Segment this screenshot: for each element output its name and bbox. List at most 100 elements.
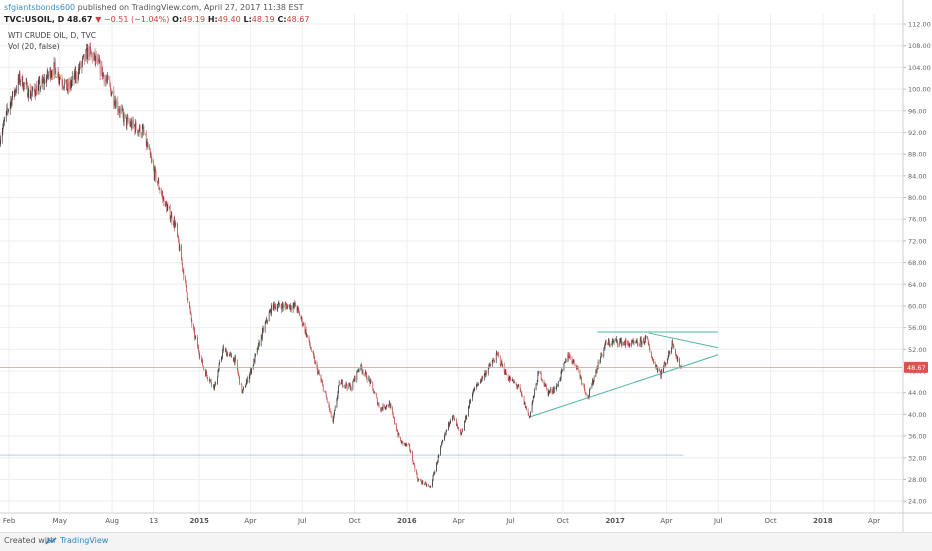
candle-body bbox=[310, 345, 311, 347]
candle-body bbox=[397, 431, 398, 432]
candle-body bbox=[143, 127, 144, 130]
candle-body bbox=[271, 305, 272, 314]
ohlc-high-value: 49.40 bbox=[218, 15, 241, 24]
candle-body bbox=[534, 390, 535, 396]
candle-body bbox=[145, 134, 146, 135]
candle-body bbox=[614, 341, 615, 342]
candle-body bbox=[441, 445, 442, 447]
candle-body bbox=[103, 73, 104, 75]
candle-body bbox=[593, 381, 594, 384]
candle-body bbox=[34, 90, 35, 94]
candle-body bbox=[626, 341, 627, 343]
candle-body bbox=[399, 433, 400, 437]
candle-body bbox=[529, 416, 530, 417]
candle-body bbox=[516, 385, 517, 387]
candle-body bbox=[88, 48, 89, 57]
candle-body bbox=[144, 131, 145, 134]
candle-body bbox=[538, 371, 539, 374]
candle-body bbox=[442, 441, 443, 443]
candle-body bbox=[298, 307, 299, 309]
candle-body bbox=[159, 188, 160, 190]
candle-body bbox=[162, 195, 163, 198]
candle-body bbox=[52, 74, 53, 75]
candle-body bbox=[258, 343, 259, 349]
candle-body bbox=[92, 54, 93, 60]
candle-body bbox=[4, 121, 5, 122]
tradingview-link[interactable]: TradingView bbox=[60, 536, 108, 545]
candle-body bbox=[193, 325, 194, 329]
candle-body bbox=[249, 373, 250, 376]
candle-body bbox=[86, 50, 87, 61]
candle-body bbox=[508, 375, 509, 379]
candle-body bbox=[291, 308, 292, 309]
candle-body bbox=[58, 73, 59, 80]
candle-body bbox=[278, 304, 279, 307]
candle-body bbox=[142, 129, 143, 136]
candle-body bbox=[504, 365, 505, 373]
price-chart[interactable]: 24.0028.0032.0036.0040.0044.0048.0052.00… bbox=[0, 0, 932, 532]
candle-body bbox=[469, 407, 470, 408]
y-tick-label: 108.00 bbox=[908, 42, 931, 50]
candle-body bbox=[638, 345, 639, 346]
publisher-link[interactable]: sfgiantsbonds600 bbox=[4, 3, 75, 12]
candle-body bbox=[295, 303, 296, 307]
candle-body bbox=[452, 417, 453, 420]
candle-body bbox=[335, 407, 336, 410]
candle-body bbox=[660, 371, 661, 372]
candle-body bbox=[32, 87, 33, 91]
candle-body bbox=[222, 357, 223, 358]
x-tick-label: Jul bbox=[297, 517, 307, 525]
candle-body bbox=[366, 372, 367, 373]
x-tick-label: May bbox=[53, 517, 67, 525]
candle-body bbox=[481, 380, 482, 382]
y-tick-label: 52.00 bbox=[908, 346, 927, 354]
candle-body bbox=[541, 373, 542, 379]
y-tick-label: 32.00 bbox=[908, 454, 927, 462]
candle-body bbox=[590, 388, 591, 389]
candle-body bbox=[338, 391, 339, 396]
candle-body bbox=[302, 318, 303, 325]
candle-body bbox=[24, 83, 25, 84]
candle-body bbox=[557, 385, 558, 386]
volume-legend[interactable]: Vol (20, false) bbox=[8, 42, 60, 51]
candle-body bbox=[630, 345, 631, 346]
candle-body bbox=[589, 396, 590, 397]
candle-body bbox=[376, 394, 377, 398]
published-text: published on TradingView.com, April 27, … bbox=[78, 3, 304, 12]
candle-body bbox=[407, 444, 408, 445]
candle-body bbox=[167, 207, 168, 211]
candle-body bbox=[528, 413, 529, 415]
candle-body bbox=[48, 75, 49, 77]
candle-body bbox=[574, 359, 575, 363]
candle-body bbox=[569, 358, 570, 359]
candle-body bbox=[518, 387, 519, 388]
candle-body bbox=[175, 223, 176, 227]
y-tick-label: 24.00 bbox=[908, 498, 927, 506]
y-tick-label: 84.00 bbox=[908, 172, 927, 180]
candle-body bbox=[363, 372, 364, 374]
candle-body bbox=[637, 341, 638, 345]
candle-body bbox=[158, 181, 159, 188]
candle-body bbox=[490, 364, 491, 365]
candle-body bbox=[110, 85, 111, 89]
candle-body bbox=[2, 132, 3, 140]
candle-body bbox=[668, 358, 669, 359]
candle-body bbox=[245, 385, 246, 387]
price-change: ▼ −0.51 (−1.04%) bbox=[95, 15, 169, 24]
candle-body bbox=[265, 323, 266, 331]
candle-body bbox=[96, 56, 97, 61]
candle-body bbox=[161, 191, 162, 195]
candle-body bbox=[133, 120, 134, 125]
candle-body bbox=[438, 455, 439, 457]
series-legend[interactable]: WTI CRUDE OIL, D, TVC bbox=[8, 31, 96, 40]
candle-body bbox=[314, 355, 315, 357]
candle-body bbox=[436, 463, 437, 471]
candle-body bbox=[454, 418, 455, 419]
candle-body bbox=[329, 402, 330, 406]
candle-body bbox=[46, 78, 47, 83]
y-tick-label: 44.00 bbox=[908, 389, 927, 397]
x-tick-label: Oct bbox=[348, 517, 360, 525]
candle-body bbox=[151, 158, 152, 160]
candle-body bbox=[377, 398, 378, 404]
candle-body bbox=[449, 423, 450, 425]
